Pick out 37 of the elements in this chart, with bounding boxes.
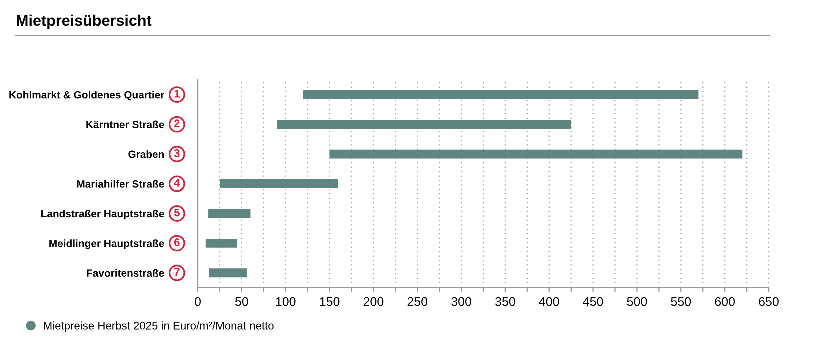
y-tick-label: Landstraßer Hauptstraße: [42, 210, 164, 220]
x-tick-label: 350: [496, 297, 516, 306]
x-tick-label: 150: [320, 297, 340, 306]
x-tick-label: 250: [408, 297, 428, 306]
text: 6: [174, 238, 180, 246]
text: 1: [174, 90, 180, 98]
y-tick-label: Favoritenstraße: [87, 269, 164, 278]
bar: [303, 90, 699, 100]
text: 4: [174, 179, 180, 187]
text: 7: [174, 268, 180, 276]
bar: [330, 150, 743, 159]
legend-label: Mietpreise Herbst 2025 in Euro/m²/Monat netto: [44, 322, 274, 332]
x-tick-label: 200: [364, 297, 384, 306]
text: 2: [174, 120, 180, 128]
x-tick-label: 600: [715, 297, 736, 306]
text: 3: [174, 149, 180, 158]
x-tick-label: 500: [627, 297, 648, 306]
bar: [208, 209, 251, 218]
x-tick-label: 550: [671, 297, 692, 306]
y-tick-label: Kärntner Straße: [86, 120, 164, 128]
y-tick-label: Mariahilfer Straße: [77, 180, 164, 188]
x-tick-label: 100: [276, 297, 296, 306]
y-tick-label: Graben: [128, 150, 164, 158]
y-tick-label: Meidlinger Hauptstraße: [50, 240, 164, 250]
bar: [206, 238, 238, 248]
bar: [220, 180, 339, 188]
x-tick-label: 50: [235, 297, 248, 306]
x-tick-label: 0: [195, 297, 201, 306]
x-tick-label: 400: [539, 297, 560, 306]
text: 5: [174, 208, 180, 217]
x-tick-label: 650: [759, 297, 779, 306]
x-tick-label: 450: [583, 297, 604, 306]
y-tick-label: Kohlmarkt & Goldenes Quartier: [10, 91, 165, 101]
bar: [277, 120, 572, 130]
chart-title: Mietpreisübersicht: [17, 14, 152, 30]
bar: [209, 268, 248, 278]
x-tick-label: 300: [452, 297, 472, 306]
